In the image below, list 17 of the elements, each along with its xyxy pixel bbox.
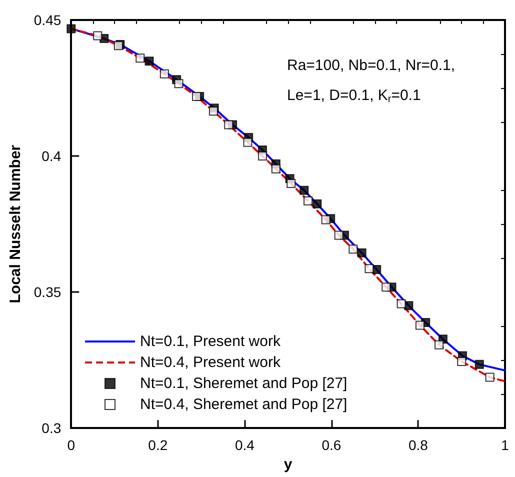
x-tick-label: 0.4 <box>234 437 255 454</box>
x-tick-label: 0.2 <box>148 437 168 454</box>
x-tick-label: 1 <box>501 437 510 454</box>
x-axis-title: y <box>284 456 293 473</box>
legend-label: Nt=0.4, Sheremet and Pop [27] <box>140 396 348 413</box>
legend-label: Nt=0.4, Present work <box>140 354 281 371</box>
legend-label: Nt=0.1, Present work <box>140 333 281 350</box>
x-tick-label: 0 <box>67 437 76 454</box>
y-tick-label: 0.4 <box>42 148 62 164</box>
x-tick-label: 0.8 <box>408 437 428 454</box>
x-tick-label: 0.6 <box>322 437 342 454</box>
y-axis-title: Local Nusselt Number <box>7 144 24 304</box>
y-tick-label: 0.35 <box>34 284 62 300</box>
legend-label: Nt=0.1, Sheremet and Pop [27] <box>140 375 348 392</box>
y-tick-label: 0.45 <box>34 12 62 28</box>
y-tick-label: 0.3 <box>42 420 62 436</box>
annotation: Ra=100, Nb=0.1, Nr=0.1, <box>287 57 456 74</box>
